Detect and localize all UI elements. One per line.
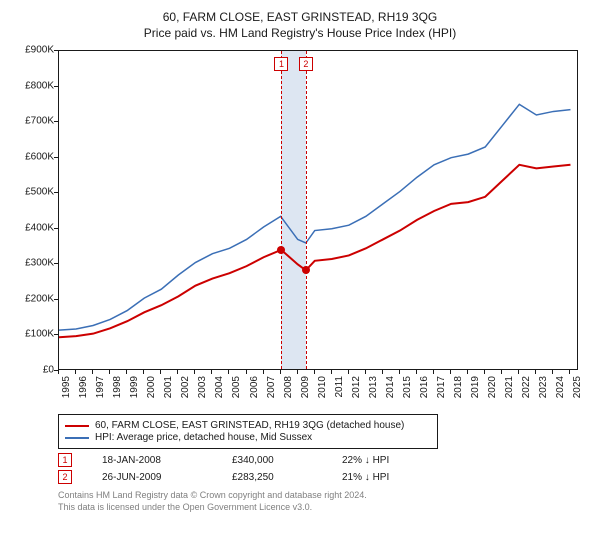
- y-tick-label: £400K: [25, 222, 54, 233]
- table-row: 1 18-JAN-2008 £340,000 22% ↓ HPI: [58, 453, 568, 467]
- legend-label: 60, FARM CLOSE, EAST GRINSTEAD, RH19 3QG…: [95, 420, 404, 431]
- footer-attribution: Contains HM Land Registry data © Crown c…: [58, 490, 588, 513]
- x-tick-label: 2009: [300, 376, 311, 398]
- marker-label: 1: [274, 57, 288, 71]
- series-blue: [59, 104, 570, 330]
- x-axis: 1995 1996 1997 1998 1999 2000 2001 2002 2003 2004…: [58, 370, 578, 410]
- legend-label: HPI: Average price, detached house, Mid …: [95, 432, 312, 443]
- y-tick-label: £0: [43, 365, 54, 376]
- y-tick-label: £700K: [25, 116, 54, 127]
- x-tick-label: 2018: [453, 376, 464, 398]
- x-tick-label: 1997: [95, 376, 106, 398]
- x-tick-label: 1995: [61, 376, 72, 398]
- x-tick-label: 2003: [197, 376, 208, 398]
- y-tick-label: £300K: [25, 258, 54, 269]
- series-red: [59, 165, 570, 337]
- chart-title: 60, FARM CLOSE, EAST GRINSTEAD, RH19 3QG: [12, 10, 588, 24]
- chart-container: 60, FARM CLOSE, EAST GRINSTEAD, RH19 3QG…: [0, 0, 600, 517]
- footer-line: This data is licensed under the Open Gov…: [58, 502, 588, 514]
- x-tick-label: 2001: [163, 376, 174, 398]
- x-tick-label: 1996: [78, 376, 89, 398]
- y-tick-label: £900K: [25, 45, 54, 56]
- x-tick-label: 2024: [555, 376, 566, 398]
- chart-subtitle: Price paid vs. HM Land Registry's House …: [12, 26, 588, 40]
- x-tick-label: 2013: [368, 376, 379, 398]
- plot-area: 12: [58, 50, 578, 370]
- legend-box: 60, FARM CLOSE, EAST GRINSTEAD, RH19 3QG…: [58, 414, 438, 449]
- marker-vline: [306, 51, 307, 369]
- row-date: 26-JUN-2009: [102, 472, 232, 483]
- x-tick-label: 2011: [334, 376, 345, 398]
- x-tick-label: 2010: [317, 376, 328, 398]
- y-tick-label: £200K: [25, 293, 54, 304]
- legend-item: HPI: Average price, detached house, Mid …: [65, 432, 431, 443]
- x-tick-label: 2016: [419, 376, 430, 398]
- x-tick-label: 2021: [504, 376, 515, 398]
- plot-svg: [59, 51, 579, 371]
- row-date: 18-JAN-2008: [102, 455, 232, 466]
- x-tick-label: 2002: [180, 376, 191, 398]
- y-axis: £0£100K£200K£300K£400K£500K£600K£700K£80…: [12, 50, 58, 370]
- x-tick-label: 2025: [572, 376, 583, 398]
- x-tick-label: 2019: [470, 376, 481, 398]
- marker-dot: [302, 266, 310, 274]
- y-tick-label: £100K: [25, 329, 54, 340]
- row-pct: 21% ↓ HPI: [342, 472, 462, 483]
- y-tick-label: £800K: [25, 80, 54, 91]
- chart-area: £0 £100K £200K £300K £400K £500K £600K £700K £80…: [12, 50, 588, 410]
- legend-swatch: [65, 425, 89, 427]
- y-tick-label: £600K: [25, 151, 54, 162]
- marker-label: 2: [299, 57, 313, 71]
- x-tick-label: 2022: [521, 376, 532, 398]
- x-tick-label: 2007: [266, 376, 277, 398]
- legend-item: 60, FARM CLOSE, EAST GRINSTEAD, RH19 3QG…: [65, 420, 431, 431]
- legend-swatch: [65, 437, 89, 439]
- y-tick-label: £500K: [25, 187, 54, 198]
- x-tick-label: 2015: [402, 376, 413, 398]
- row-price: £340,000: [232, 455, 342, 466]
- row-price: £283,250: [232, 472, 342, 483]
- marker-vline: [281, 51, 282, 369]
- x-tick-label: 2004: [214, 376, 225, 398]
- x-tick-label: 2023: [538, 376, 549, 398]
- transactions-table: 1 18-JAN-2008 £340,000 22% ↓ HPI 2 26-JU…: [58, 453, 568, 484]
- x-tick-label: 2012: [351, 376, 362, 398]
- x-tick-label: 2000: [146, 376, 157, 398]
- x-tick-label: 2005: [231, 376, 242, 398]
- x-tick-label: 2006: [249, 376, 260, 398]
- table-row: 2 26-JUN-2009 £283,250 21% ↓ HPI: [58, 470, 568, 484]
- x-tick-label: 2017: [436, 376, 447, 398]
- row-pct: 22% ↓ HPI: [342, 455, 462, 466]
- row-marker: 1: [58, 453, 72, 467]
- footer-line: Contains HM Land Registry data © Crown c…: [58, 490, 588, 502]
- x-tick-label: 2008: [283, 376, 294, 398]
- row-marker: 2: [58, 470, 72, 484]
- x-tick-label: 1999: [129, 376, 140, 398]
- x-tick-label: 2020: [487, 376, 498, 398]
- x-tick-label: 2014: [385, 376, 396, 398]
- x-tick-label: 1998: [112, 376, 123, 398]
- marker-dot: [277, 246, 285, 254]
